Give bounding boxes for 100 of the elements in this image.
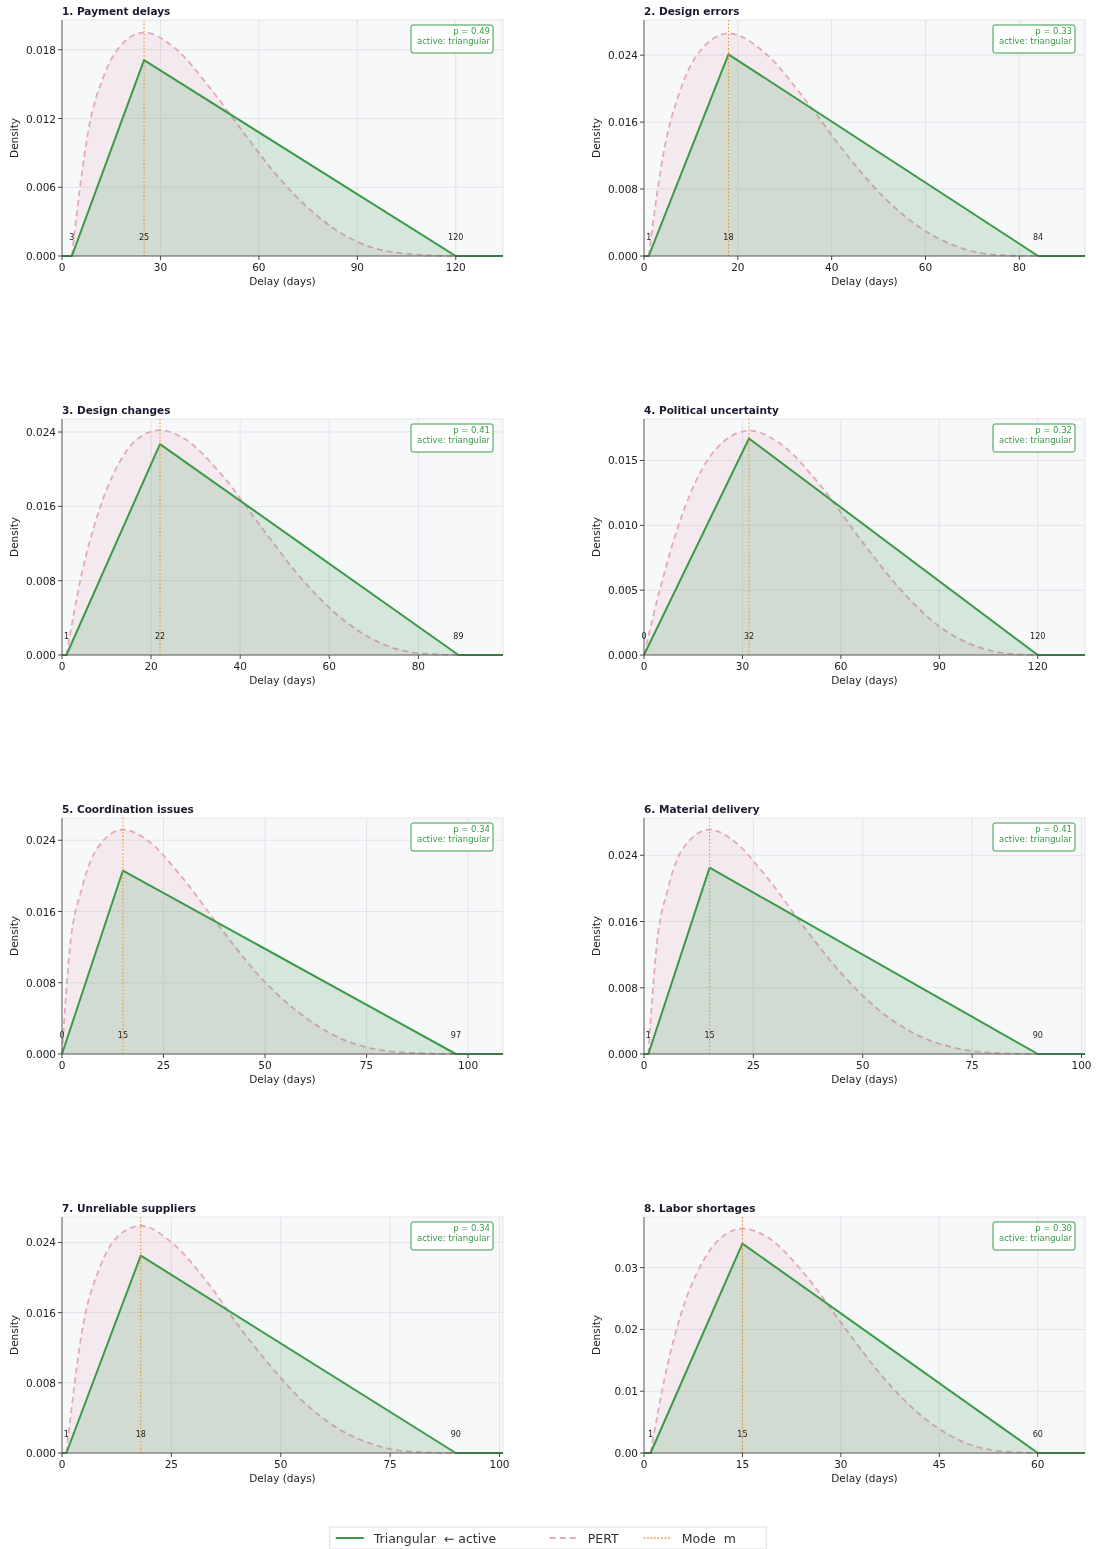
annotation: 84 [1032,233,1044,242]
x-tick-label: 60 [252,261,266,273]
annotation: 1 [63,1430,69,1439]
x-axis-title: Delay (days) [249,1472,316,1484]
x-tick-label: 60 [322,660,336,672]
y-tick-label: 0.008 [607,183,638,196]
annotation: 90 [450,1430,461,1439]
chart-title: 2. Design errors [644,5,740,17]
annotation: 32 [743,632,755,641]
x-tick-label: 50 [856,1059,870,1071]
annotation: 18 [135,1430,146,1439]
annotation: 15 [704,1031,715,1040]
y-tick-label: 0.000 [607,649,638,661]
annotation: active: triangular [998,1233,1073,1243]
x-tick-label: 25 [746,1059,761,1071]
chart-title: 8. Labor shortages [644,1202,756,1214]
y-axis-title: Density [8,517,20,557]
annotation: active: triangular [998,834,1073,844]
y-axis-title: Density [8,118,20,158]
x-axis-title: Delay (days) [249,275,316,287]
annotation: active: triangular [416,1233,491,1243]
x-tick-label: 0 [640,660,648,672]
x-tick-label: 60 [834,660,848,672]
annotation: active: triangular [416,36,491,46]
x-tick-label: 0 [58,261,66,273]
x-tick-label: 30 [735,660,750,672]
y-axis-title: Density [8,1315,20,1355]
x-tick-label: 80 [411,660,426,672]
x-tick-label: 0 [58,660,66,672]
y-tick-label: 0.000 [25,649,56,661]
legend-label: Triangular ← active [372,1530,497,1546]
x-axis-title: Delay (days) [831,275,898,287]
chart-title: 4. Political uncertainty [644,404,779,416]
x-tick-label: 80 [1012,261,1027,273]
x-tick-label: 30 [834,1458,848,1470]
y-axis-title: Density [590,517,602,557]
annotation: 60 [1032,1430,1043,1439]
chart-title: 7. Unreliable suppliers [62,1202,196,1214]
x-tick-label: 75 [383,1458,397,1470]
y-tick-label: 0.016 [25,1306,57,1319]
annotation: 90 [1032,1031,1043,1040]
y-tick-label: 0.008 [25,976,56,989]
x-tick-label: 50 [258,1059,272,1071]
x-tick-label: 120 [445,261,466,273]
annotation: 120 [448,233,464,242]
annotation: 89 [453,632,464,641]
annotation: active: triangular [416,435,491,445]
x-tick-label: 60 [1031,1458,1045,1470]
legend-label: Mode m [681,1530,736,1546]
y-tick-label: 0.024 [607,49,639,62]
x-tick-label: 40 [233,660,247,672]
y-axis-title: Density [590,118,602,158]
y-axis-title: Density [590,1315,602,1355]
annotation: 22 [154,632,166,641]
x-tick-label: 40 [824,261,839,273]
x-tick-label: 120 [1027,660,1048,672]
x-axis-title: Delay (days) [249,1073,316,1085]
chart-title: 5. Coordination issues [62,803,194,815]
annotation: p = 0.49 [453,26,490,36]
annotation: p = 0.41 [1035,824,1072,834]
x-tick-label: 60 [918,261,933,273]
x-axis-title: Delay (days) [249,674,316,686]
y-tick-label: 0.024 [25,426,57,439]
annotation: p = 0.34 [453,824,490,834]
annotation: 25 [138,233,150,242]
annotation: 97 [450,1031,461,1040]
annotation: 1 [646,233,652,242]
x-tick-label: 0 [640,261,648,273]
x-tick-label: 100 [1071,1059,1092,1071]
x-tick-label: 0 [640,1059,648,1071]
x-tick-label: 45 [932,1458,946,1470]
annotation: 15 [737,1430,748,1439]
y-tick-label: 0.005 [607,584,638,597]
chart-title: 6. Material delivery [644,803,760,815]
y-tick-label: 0.016 [25,905,57,918]
y-tick-label: 0.016 [607,915,639,928]
x-tick-label: 0 [58,1458,66,1470]
x-tick-label: 25 [164,1458,179,1470]
y-tick-label: 0.008 [25,574,56,587]
y-tick-label: 0.000 [25,250,56,262]
annotation: 3 [69,233,75,242]
x-tick-label: 0 [58,1059,66,1071]
y-tick-label: 0.000 [607,250,638,262]
y-tick-label: 0.01 [614,1385,638,1398]
y-tick-label: 0.016 [607,116,639,129]
annotation: active: triangular [998,435,1073,445]
x-tick-label: 25 [156,1059,171,1071]
y-tick-label: 0.016 [25,500,57,513]
legend-label: PERT [587,1530,619,1546]
annotation: active: triangular [416,834,491,844]
y-tick-label: 0.03 [614,1261,638,1274]
x-tick-label: 30 [153,261,168,273]
y-tick-label: 0.015 [607,454,638,467]
x-tick-label: 20 [731,261,745,273]
x-tick-label: 20 [144,660,158,672]
y-tick-label: 0.024 [607,849,639,862]
x-axis-title: Delay (days) [831,674,898,686]
annotation: 120 [1030,632,1046,641]
annotation: p = 0.34 [453,1223,490,1233]
annotation: p = 0.33 [1035,26,1072,36]
